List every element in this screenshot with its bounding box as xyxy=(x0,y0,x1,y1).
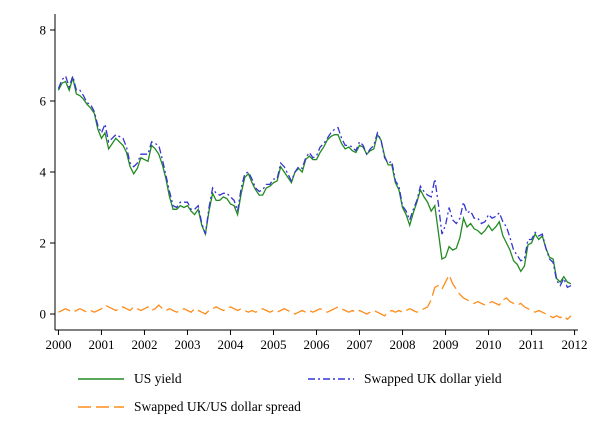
y-tick-label: 4 xyxy=(40,165,47,180)
x-tick-label: 2000 xyxy=(45,337,71,352)
legend-item-us-yield: US yield xyxy=(78,372,182,386)
x-tick-label: 2011 xyxy=(519,337,545,352)
x-tick-label: 2002 xyxy=(131,337,157,352)
x-tick-label: 2006 xyxy=(304,337,331,352)
legend-swatch-us-yield-icon xyxy=(78,377,124,380)
legend-label-us-yield: US yield xyxy=(134,371,182,386)
x-tick-label: 2009 xyxy=(433,337,459,352)
x-tick-label: 2004 xyxy=(217,337,244,352)
x-tick-label: 2005 xyxy=(260,337,286,352)
x-tick-label: 2010 xyxy=(476,337,502,352)
series-line-spread xyxy=(58,273,572,321)
legend-item-spread: Swapped UK/US dollar spread xyxy=(78,400,301,414)
legend-swatch-spread-icon xyxy=(78,405,124,408)
x-tick-label: 2008 xyxy=(390,337,416,352)
series-line-us-yield xyxy=(57,77,572,285)
y-tick-label: 0 xyxy=(40,307,47,322)
legend-label-spread: Swapped UK/US dollar spread xyxy=(134,399,301,414)
y-tick-label: 2 xyxy=(40,236,47,251)
x-tick-label: 2012 xyxy=(562,337,588,352)
legend-item-uk-swapped-yield: Swapped UK dollar yield xyxy=(308,372,502,386)
x-tick-label: 2003 xyxy=(174,337,200,352)
x-tick-label: 2001 xyxy=(88,337,114,352)
y-tick-label: 6 xyxy=(40,93,47,108)
y-tick-label: 8 xyxy=(40,22,47,37)
x-tick-label: 2007 xyxy=(347,337,374,352)
series-line-uk-swapped-yield xyxy=(57,73,572,289)
legend-label-uk-swapped-yield: Swapped UK dollar yield xyxy=(364,371,502,386)
legend-swatch-uk-swapped-icon xyxy=(308,377,354,380)
